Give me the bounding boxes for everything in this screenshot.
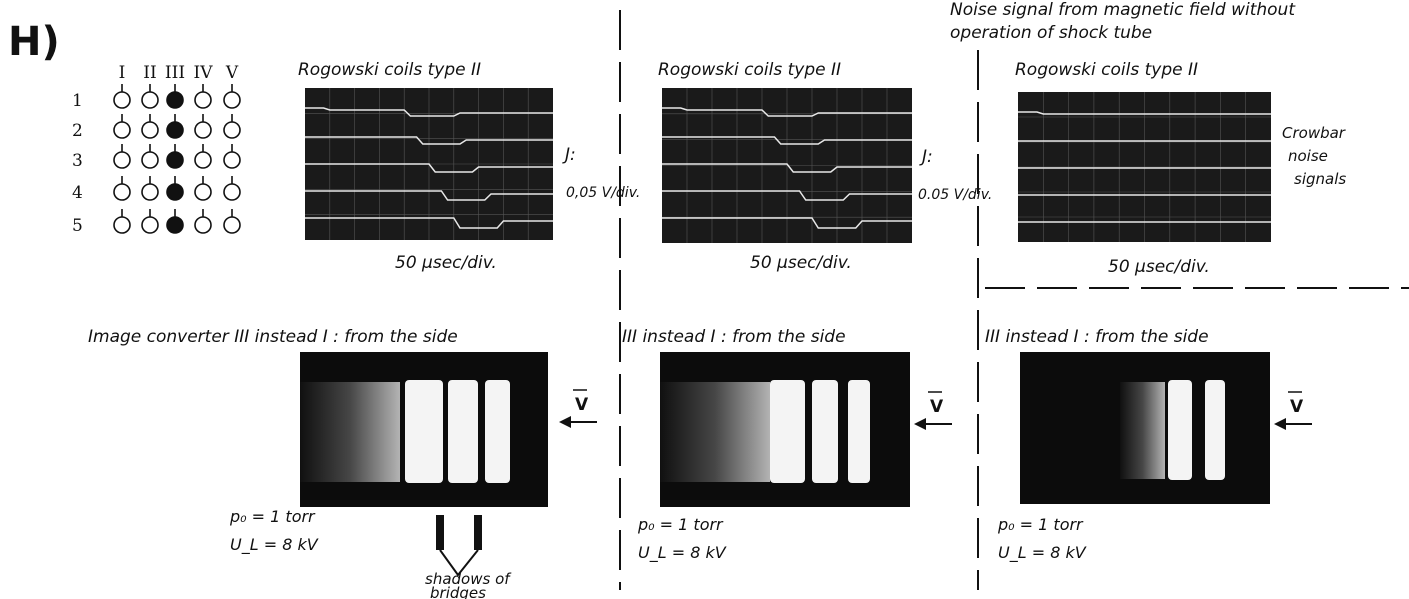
panel-title: Image converter III instead I : from the… [88,327,458,347]
coil [114,152,130,168]
y-scale: 0,05 V/div. [566,185,640,201]
coil [114,184,130,200]
scale-label: J: [562,145,576,165]
velocity-label: V [1290,397,1304,417]
row-label: 4 [72,183,83,203]
coil [224,92,240,108]
scale-label: J: [919,147,933,167]
velocity-label: V [575,395,589,415]
figure: H) Noise signal from magnetic field with… [0,0,1409,599]
coil [224,184,240,200]
x-scale: 50 μsec/div. [750,253,852,273]
glow [660,382,770,482]
panel-title: Rogowski coils type II [658,60,841,80]
voltage: U_L = 8 kV [230,535,319,555]
arrow-head [914,418,926,430]
coil [195,184,211,200]
coil [142,184,158,200]
bright-band [1205,380,1225,480]
pressure: p₀ = 1 torr [637,515,724,534]
x-scale: 50 μsec/div. [1108,257,1210,277]
glow [300,382,400,482]
voltage: U_L = 8 kV [998,543,1087,563]
voltage: U_L = 8 kV [638,543,727,563]
callout: bridges [430,584,486,599]
bright-band [405,380,443,483]
annotation: signals [1294,170,1346,188]
coil [167,217,183,233]
coil [195,122,211,138]
coil [142,122,158,138]
column-label: V [225,63,239,83]
column-label: IV [194,63,214,83]
panel-title: Rogowski coils type II [1015,60,1198,80]
bright-band [770,380,805,483]
pressure: p₀ = 1 torr [229,507,316,526]
coil [167,152,183,168]
row-label: 1 [72,91,83,111]
coil [114,122,130,138]
bright-band [812,380,838,483]
column-label: I [119,63,126,83]
velocity-label: V [930,397,944,417]
x-scale: 50 μsec/div. [395,253,497,273]
arrow-head [559,416,571,428]
panel-title: III instead I : from the side [622,327,846,347]
coil [167,184,183,200]
arrow-head [1274,418,1286,430]
row-label: 3 [72,151,83,171]
coil [224,152,240,168]
y-scale: 0.05 V/div. [918,187,992,203]
annotation: noise [1288,147,1328,165]
coil [195,92,211,108]
pressure: p₀ = 1 torr [997,515,1084,534]
column-label: III [165,63,185,83]
note: Noise signal from magnetic field without [950,0,1296,20]
panel-title: Rogowski coils type II [298,60,481,80]
coil [167,122,183,138]
annotation: Crowbar [1282,124,1346,142]
coil [195,217,211,233]
coil [224,217,240,233]
coil [195,152,211,168]
callout-shape [436,515,482,575]
row-label: 5 [72,216,83,236]
bright-band [485,380,510,483]
bright-band [448,380,478,483]
note: operation of shock tube [950,23,1152,43]
coil [142,217,158,233]
coil [142,92,158,108]
bright-band [1168,380,1192,480]
coil [114,92,130,108]
coil [142,152,158,168]
coil [114,217,130,233]
bright-band [848,380,870,483]
column-label: II [143,63,156,83]
figure-label: H) [8,19,60,65]
coil [167,92,183,108]
glow [1120,382,1165,479]
coil [224,122,240,138]
row-label: 2 [72,121,83,141]
panel-title: III instead I : from the side [985,327,1209,347]
